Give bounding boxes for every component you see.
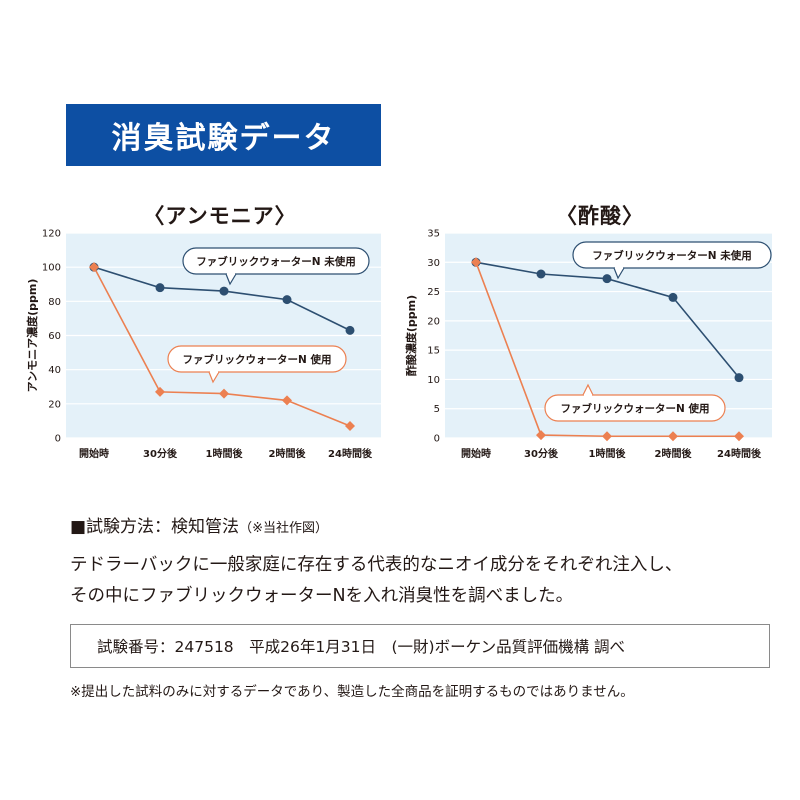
callout-tail xyxy=(582,383,594,396)
callout-box xyxy=(544,394,726,422)
data-point xyxy=(219,388,229,399)
x-tick-label: 2時間後 xyxy=(655,447,693,460)
data-point xyxy=(536,430,546,441)
disclaimer: ※提出した試料のみに対するデータであり、製造した全商品を証明するものではありませ… xyxy=(70,684,634,700)
y-tick-label: 20 xyxy=(427,316,440,327)
y-tick-label: 0 xyxy=(434,434,440,445)
legend-label: ファブリックウォーターN 未使用 xyxy=(592,249,751,262)
data-point xyxy=(89,262,99,273)
x-tick-label: 1時間後 xyxy=(206,447,244,460)
legend-label: ファブリックウォーターN 使用 xyxy=(561,402,710,415)
data-point xyxy=(219,286,229,296)
description-line-1: テドラーバックに一般家庭に存在する代表的なニオイ成分をそれぞれ注入し、 xyxy=(70,555,683,575)
x-tick-label: 30分後 xyxy=(524,447,559,460)
callout-tail xyxy=(613,267,625,280)
callout-tail xyxy=(208,371,220,384)
y-tick-label: 35 xyxy=(427,229,440,240)
callout-box xyxy=(167,345,347,373)
data-point xyxy=(471,257,481,268)
data-point xyxy=(345,421,355,432)
page-title-banner: 消臭試験データ xyxy=(66,104,381,166)
legend-label: ファブリックウォーターN 未使用 xyxy=(196,255,355,268)
data-point xyxy=(668,292,678,302)
test-description: テドラーバックに一般家庭に存在する代表的なニオイ成分をそれぞれ注入し、 その中に… xyxy=(70,550,682,612)
data-point xyxy=(734,431,744,442)
callout-box xyxy=(182,247,370,275)
x-tick-label: 開始時 xyxy=(79,447,109,460)
series-callout-1: ファブリックウォーターN 使用 xyxy=(544,383,726,422)
y-tick-label: 20 xyxy=(48,399,61,410)
data-point xyxy=(602,274,612,284)
data-point xyxy=(345,325,355,335)
x-tick-label: 24時間後 xyxy=(717,447,762,460)
y-tick-label: 25 xyxy=(427,287,440,298)
chart-1: 0 5 10 15 20 25 30 35 開始時 30分後 1時間後 2時間後 24時間後 酢酸濃度(p… xyxy=(404,229,772,460)
test-info: 試験番号：247518 平成26年1月31日 (一財)ボーケン品質評価機構 調べ xyxy=(97,638,626,656)
test-method: ■試験方法：検知管法（※当社作図） xyxy=(70,512,328,537)
y-tick-label: 0 xyxy=(55,434,61,445)
data-point xyxy=(734,373,744,383)
callout-box xyxy=(572,241,772,269)
series-callout-0: ファブリックウォーターN 未使用 xyxy=(182,247,370,286)
x-tick-label: 24時間後 xyxy=(328,447,373,460)
y-tick-label: 15 xyxy=(427,346,440,357)
series-callout-0: ファブリックウォーターN 未使用 xyxy=(572,241,772,280)
y-tick-label: 10 xyxy=(427,375,440,386)
y-tick-label: 60 xyxy=(48,331,61,342)
data-point xyxy=(602,431,612,442)
y-tick-label: 30 xyxy=(427,258,440,269)
ammonia-chart-title: 〈アンモニア〉 xyxy=(143,204,297,228)
y-tick-label: 120 xyxy=(42,229,61,240)
y-tick-label: 5 xyxy=(434,404,440,415)
data-point xyxy=(282,295,292,305)
x-tick-label: 開始時 xyxy=(461,447,491,460)
page-title: 消臭試験データ xyxy=(111,121,336,156)
y-axis-label: 酢酸濃度(ppm) xyxy=(404,295,418,376)
y-tick-label: 40 xyxy=(48,365,61,376)
y-axis-label: アンモニア濃度(ppm) xyxy=(25,279,39,393)
callout-tail xyxy=(225,273,237,286)
x-tick-label: 1時間後 xyxy=(589,447,627,460)
y-tick-label: 100 xyxy=(42,263,61,274)
test-info-box: 試験番号：247518 平成26年1月31日 (一財)ボーケン品質評価機構 調べ xyxy=(70,624,770,668)
data-point xyxy=(536,269,546,279)
x-tick-label: 30分後 xyxy=(143,447,178,460)
series-callout-1: ファブリックウォーターN 使用 xyxy=(167,345,347,384)
description-line-2: その中にファブリックウォーターNを入れ消臭性を調べました。 xyxy=(70,586,574,606)
legend-label: ファブリックウォーターN 使用 xyxy=(183,353,332,366)
test-method-label: ■試験方法：検知管法 xyxy=(70,517,240,537)
data-point xyxy=(155,386,165,397)
y-tick-label: 80 xyxy=(48,297,61,308)
chart-0: 0 20 40 60 80 100 120 開始時 30分後 1時間後 2時間後 24時間後 アンモニア… xyxy=(25,229,381,460)
data-point xyxy=(282,395,292,406)
x-tick-label: 2時間後 xyxy=(269,447,307,460)
test-method-note: （※当社作図） xyxy=(239,521,328,536)
acetic-chart-title: 〈酢酸〉 xyxy=(556,204,644,228)
data-point xyxy=(668,431,678,442)
data-point xyxy=(155,283,165,293)
